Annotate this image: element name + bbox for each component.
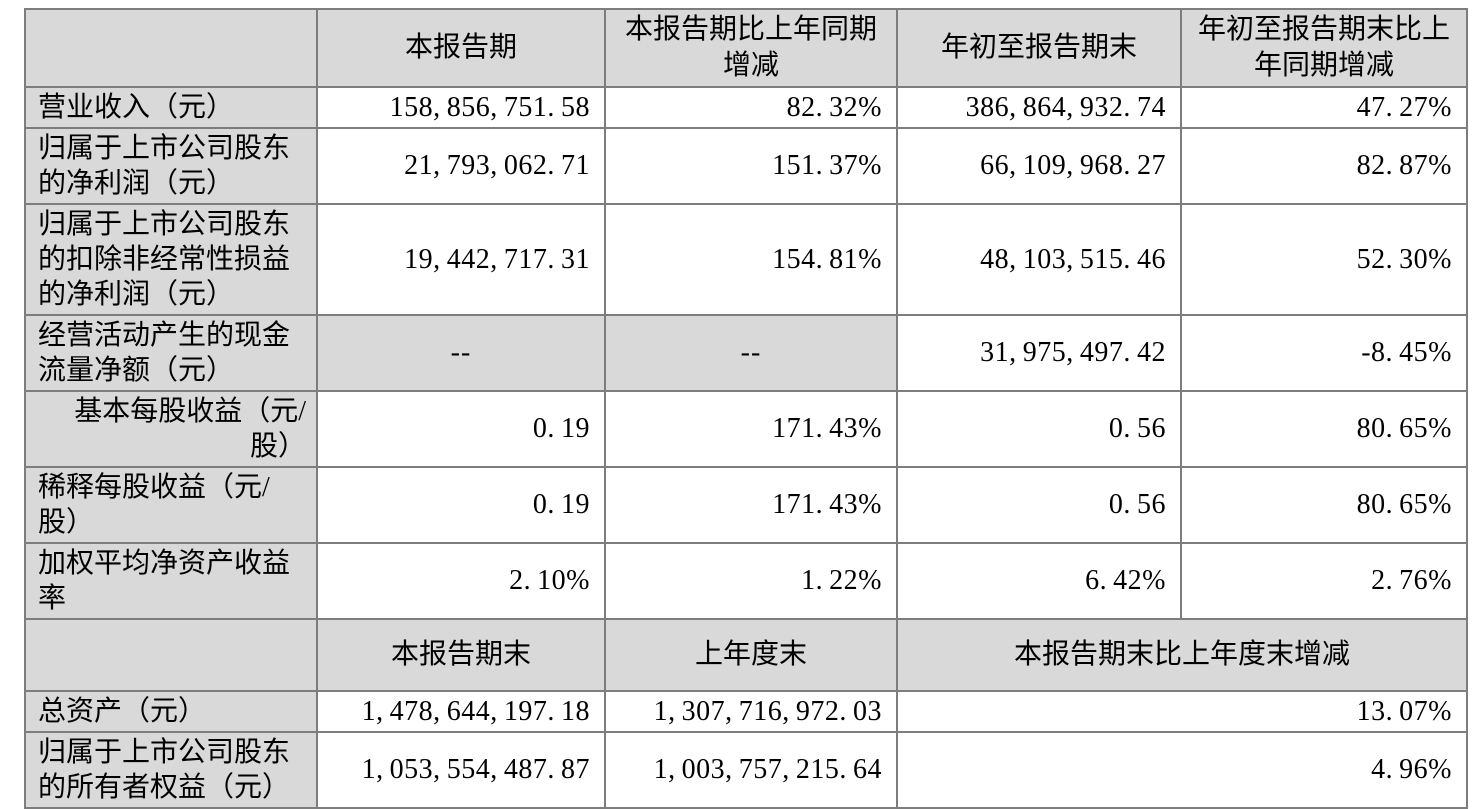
column-header: 本报告期末比上年度末增减 bbox=[896, 618, 1468, 692]
value-cell: 0. 56 bbox=[896, 466, 1182, 544]
table-row: 归属于上市公司股东 的所有者权益（元） 1, 053, 554, 487. 87 1… bbox=[24, 731, 1468, 809]
row-label: 加权平均净资产收益 率 bbox=[24, 542, 318, 620]
value-cell: 31, 975, 497. 42 bbox=[896, 314, 1182, 392]
value-cell: 21, 793, 062. 71 bbox=[316, 127, 606, 205]
value-cell: 82. 87% bbox=[1180, 127, 1468, 205]
column-header: 本报告期比上年同期 增减 bbox=[604, 8, 898, 88]
value-cell: 47. 27% bbox=[1180, 86, 1468, 129]
table-row: 归属于上市公司股东 的净利润（元） 21, 793, 062. 71 151. 37… bbox=[24, 127, 1468, 205]
row-label: 经营活动产生的现金 流量净额（元） bbox=[24, 314, 318, 392]
column-header: 年初至报告期末比上 年同期增减 bbox=[1180, 8, 1468, 88]
value-cell: 1, 478, 644, 197. 18 bbox=[316, 690, 606, 733]
value-cell: 52. 30% bbox=[1180, 203, 1468, 316]
value-cell: 0. 56 bbox=[896, 390, 1182, 468]
value-cell: 0. 19 bbox=[316, 390, 606, 468]
value-cell: 158, 856, 751. 58 bbox=[316, 86, 606, 129]
quarterly-financial-summary-table: 本报告期 本报告期比上年同期 增减 年初至报告期末 年初至报告期末比上 年同期增减 营业… bbox=[24, 8, 1468, 809]
corner-header-cell bbox=[24, 8, 318, 88]
value-cell: 66, 109, 968. 27 bbox=[896, 127, 1182, 205]
value-cell: 171. 43% bbox=[604, 466, 898, 544]
corner-header-cell bbox=[24, 618, 318, 692]
value-cell: 1, 307, 716, 972. 03 bbox=[604, 690, 898, 733]
table-row: 本报告期末 上年度末 本报告期末比上年度末增减 bbox=[24, 618, 1468, 692]
row-label: 营业收入（元） bbox=[24, 86, 318, 129]
value-cell: 386, 864, 932. 74 bbox=[896, 86, 1182, 129]
value-cell: 1. 22% bbox=[604, 542, 898, 620]
table-row: 基本每股收益（元/ 股） 0. 19 171. 43% 0. 56 80. 65% bbox=[24, 390, 1468, 468]
table-row: 营业收入（元） 158, 856, 751. 58 82. 32% 386, 864,… bbox=[24, 86, 1468, 129]
table-row: 经营活动产生的现金 流量净额（元） -- -- 31, 975, 497. 42 -8.… bbox=[24, 314, 1468, 392]
value-cell: 2. 76% bbox=[1180, 542, 1468, 620]
column-header: 本报告期末 bbox=[316, 618, 606, 692]
column-header: 年初至报告期末 bbox=[896, 8, 1182, 88]
row-label: 归属于上市公司股东 的所有者权益（元） bbox=[24, 731, 318, 809]
table-row: 总资产（元） 1, 478, 644, 197. 18 1, 307, 716, 9… bbox=[24, 690, 1468, 733]
value-cell: 1, 053, 554, 487. 87 bbox=[316, 731, 606, 809]
value-cell: 48, 103, 515. 46 bbox=[896, 203, 1182, 316]
value-cell: -8. 45% bbox=[1180, 314, 1468, 392]
table-row: 稀释每股收益（元/ 股） 0. 19 171. 43% 0. 56 80. 65% bbox=[24, 466, 1468, 544]
value-cell: 13. 07% bbox=[896, 690, 1468, 733]
value-cell: 1, 003, 757, 215. 64 bbox=[604, 731, 898, 809]
column-header: 上年度末 bbox=[604, 618, 898, 692]
value-cell: -- bbox=[316, 314, 606, 392]
table-row: 加权平均净资产收益 率 2. 10% 1. 22% 6. 42% 2. 76% bbox=[24, 542, 1468, 620]
value-cell: 171. 43% bbox=[604, 390, 898, 468]
value-cell: 80. 65% bbox=[1180, 466, 1468, 544]
row-label: 归属于上市公司股东 的扣除非经常性损益 的净利润（元） bbox=[24, 203, 318, 316]
value-cell: 82. 32% bbox=[604, 86, 898, 129]
value-cell: 154. 81% bbox=[604, 203, 898, 316]
row-label: 稀释每股收益（元/ 股） bbox=[24, 466, 318, 544]
column-header: 本报告期 bbox=[316, 8, 606, 88]
table-row: 本报告期 本报告期比上年同期 增减 年初至报告期末 年初至报告期末比上 年同期增减 bbox=[24, 8, 1468, 88]
value-cell: 4. 96% bbox=[896, 731, 1468, 809]
value-cell: 6. 42% bbox=[896, 542, 1182, 620]
value-cell: 80. 65% bbox=[1180, 390, 1468, 468]
row-label: 基本每股收益（元/ 股） bbox=[24, 390, 318, 468]
value-cell: -- bbox=[604, 314, 898, 392]
table-row: 归属于上市公司股东 的扣除非经常性损益 的净利润（元） 19, 442, 717.… bbox=[24, 203, 1468, 316]
value-cell: 19, 442, 717. 31 bbox=[316, 203, 606, 316]
value-cell: 151. 37% bbox=[604, 127, 898, 205]
row-label: 总资产（元） bbox=[24, 690, 318, 733]
value-cell: 0. 19 bbox=[316, 466, 606, 544]
row-label: 归属于上市公司股东 的净利润（元） bbox=[24, 127, 318, 205]
value-cell: 2. 10% bbox=[316, 542, 606, 620]
